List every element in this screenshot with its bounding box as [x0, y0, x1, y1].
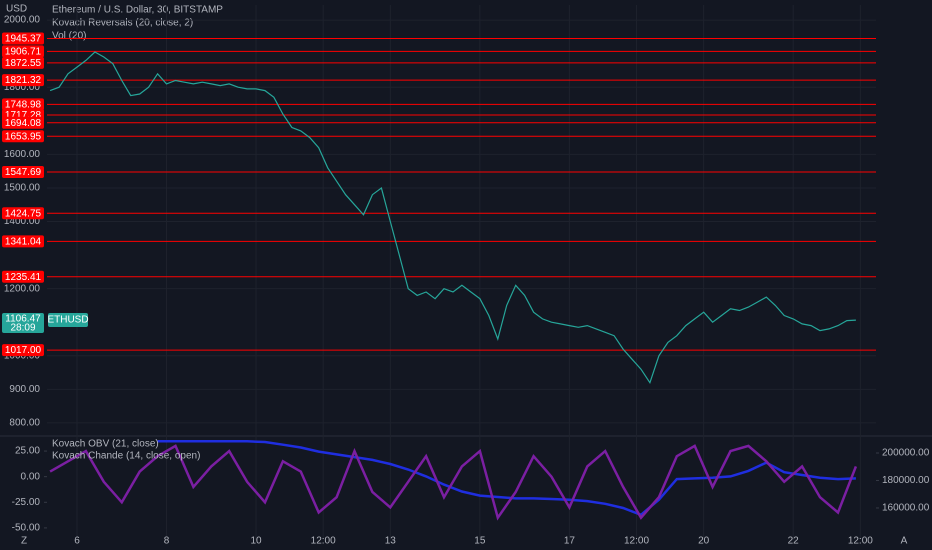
series-line	[49, 51, 856, 385]
y2-tick-label: 180000.00	[882, 475, 930, 486]
level-label: 1694.08	[5, 118, 42, 129]
level-label: 1653.95	[5, 131, 42, 142]
y-tick-label: 1500.00	[4, 183, 41, 194]
corner-label: A	[901, 536, 908, 547]
x-tick-label: 12:00	[624, 536, 649, 547]
y-tick-label: 1800.00	[4, 82, 41, 93]
level-badge	[2, 130, 44, 143]
y-tick-label: -25.00	[12, 497, 41, 508]
countdown: 28:09	[10, 323, 35, 334]
x-tick-label: 17	[564, 536, 576, 547]
legend-entry: Kovach Chande (14, close, open)	[52, 451, 200, 462]
level-badge	[2, 270, 44, 283]
x-tick-label: 20	[698, 536, 710, 547]
level-badge	[2, 45, 44, 58]
level-badge	[2, 207, 44, 220]
level-badge	[2, 32, 44, 45]
x-tick-label: 8	[164, 536, 170, 547]
x-tick-label: 6	[74, 536, 80, 547]
symbol-label: ETHUSD	[47, 315, 88, 326]
y-axis-unit: USD	[6, 4, 27, 15]
y-tick-label: 1600.00	[4, 149, 41, 160]
x-tick-label: 22	[788, 536, 800, 547]
level-badge	[2, 56, 44, 69]
indicator-label: Kovach Reversals (20, close, 2)	[52, 18, 193, 29]
x-tick-label: 12:00	[311, 536, 336, 547]
level-label: 1547.69	[5, 167, 42, 178]
level-badge	[2, 165, 44, 178]
y-tick-label: -50.00	[12, 523, 41, 534]
level-badge	[2, 344, 44, 357]
price-label: 1106.47	[5, 314, 41, 325]
level-badge	[2, 74, 44, 87]
price-badge	[2, 313, 44, 334]
level-label: 1017.00	[5, 345, 42, 356]
y2-tick-label: 160000.00	[882, 503, 930, 514]
series-line	[49, 444, 858, 521]
level-label: 1235.41	[5, 272, 42, 283]
y-tick-label: 0.00	[21, 471, 41, 482]
x-tick-label: 12:00	[848, 536, 873, 547]
level-label: 1424.75	[5, 208, 42, 219]
symbol-badge	[48, 313, 88, 328]
y2-tick-label: 200000.00	[882, 448, 930, 459]
level-label: 1872.55	[5, 58, 42, 69]
level-badge	[2, 98, 44, 111]
y-tick-label: 900.00	[9, 384, 40, 395]
level-label: 1906.71	[5, 47, 42, 58]
series-line	[157, 440, 856, 517]
level-label: 1341.04	[5, 236, 42, 247]
corner-label: Z	[21, 536, 27, 547]
y-tick-label: 1200.00	[4, 283, 41, 294]
y-tick-label: 25.00	[15, 446, 40, 457]
x-tick-label: 15	[474, 536, 486, 547]
y-tick-label: 800.00	[9, 418, 40, 429]
x-tick-label: 10	[250, 536, 262, 547]
level-label: 1748.98	[5, 100, 42, 111]
level-badge	[2, 116, 44, 129]
indicator-label: Vol (20)	[52, 31, 86, 42]
y-tick-label: 2000.00	[4, 15, 41, 26]
level-badge	[2, 235, 44, 248]
level-label: 1945.37	[5, 34, 42, 45]
chart-title: Ethereum / U.S. Dollar, 30, BITSTAMP	[52, 5, 223, 16]
y-tick-label: 1400.00	[4, 216, 41, 227]
level-label: 1821.32	[5, 75, 42, 86]
x-tick-label: 13	[385, 536, 397, 547]
level-label: 1717.28	[5, 110, 42, 121]
legend-entry: Kovach OBV (21, close)	[52, 439, 159, 450]
